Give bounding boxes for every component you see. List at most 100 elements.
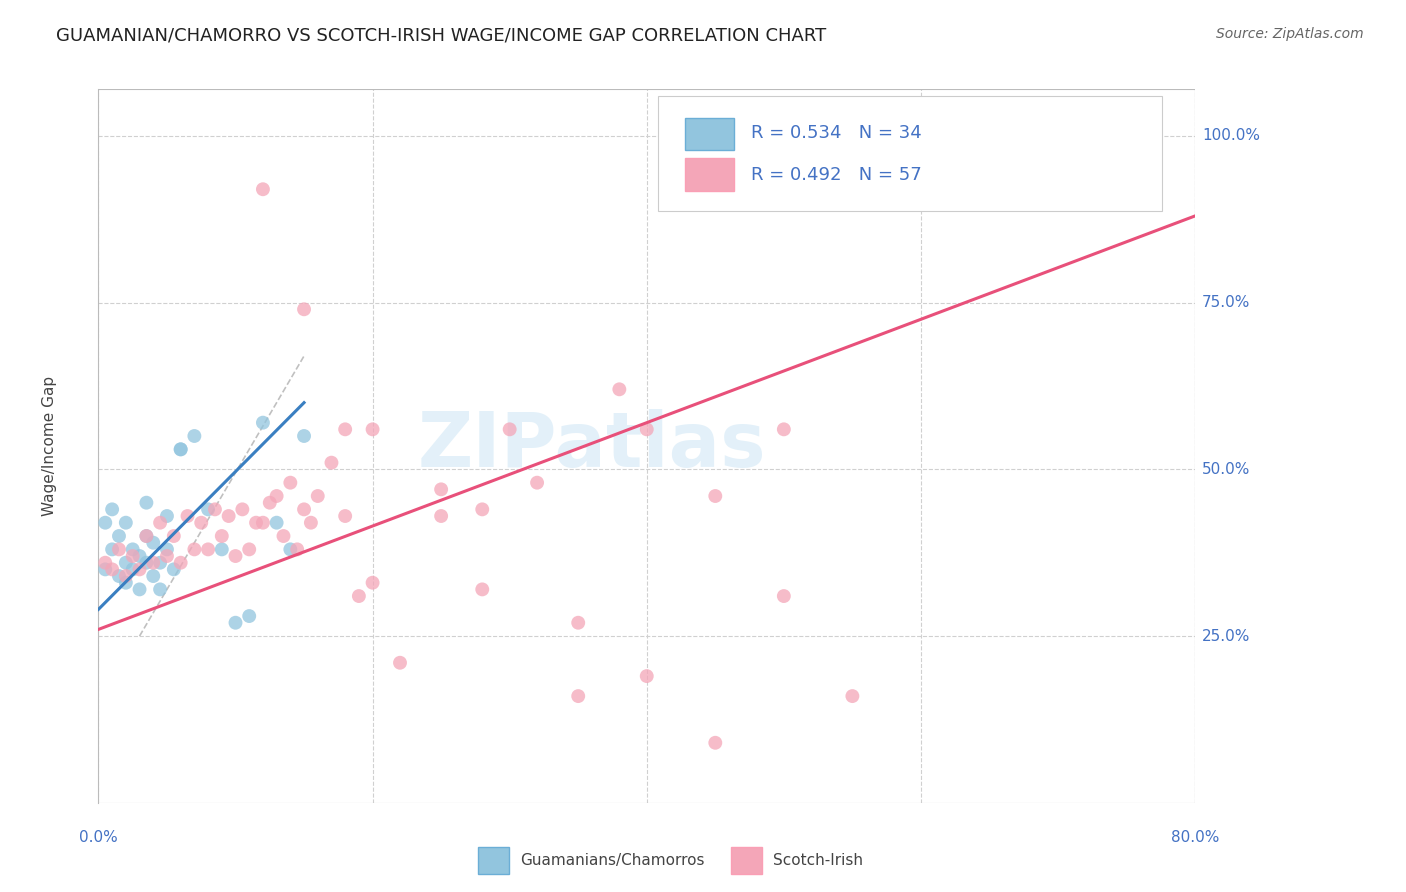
Point bbox=[704, 489, 727, 503]
Point bbox=[101, 502, 124, 516]
Point bbox=[292, 429, 315, 443]
Point bbox=[94, 516, 117, 530]
Point bbox=[156, 509, 179, 524]
Point bbox=[307, 489, 329, 503]
Point bbox=[170, 556, 193, 570]
Text: Source: ZipAtlas.com: Source: ZipAtlas.com bbox=[1216, 27, 1364, 41]
Point bbox=[135, 529, 157, 543]
Point bbox=[252, 516, 274, 530]
Point bbox=[636, 422, 658, 436]
Point bbox=[183, 542, 205, 557]
Point bbox=[108, 529, 131, 543]
Text: ZIPatlas: ZIPatlas bbox=[418, 409, 766, 483]
Point bbox=[773, 589, 796, 603]
Point bbox=[94, 556, 117, 570]
Text: 50.0%: 50.0% bbox=[1202, 462, 1250, 477]
Point bbox=[361, 422, 384, 436]
Text: Guamanians/Chamorros: Guamanians/Chamorros bbox=[520, 854, 704, 868]
Point bbox=[101, 542, 124, 557]
Point bbox=[135, 529, 157, 543]
Point bbox=[280, 542, 302, 557]
Point bbox=[170, 442, 193, 457]
Point bbox=[231, 502, 253, 516]
Point bbox=[142, 569, 165, 583]
Point bbox=[841, 689, 863, 703]
Text: Wage/Income Gap: Wage/Income Gap bbox=[42, 376, 56, 516]
Point bbox=[101, 562, 124, 576]
FancyBboxPatch shape bbox=[685, 118, 734, 150]
Point bbox=[567, 689, 589, 703]
Point bbox=[252, 182, 274, 196]
Point bbox=[609, 382, 631, 396]
Point bbox=[190, 516, 212, 530]
Point bbox=[280, 475, 302, 490]
Point bbox=[321, 456, 343, 470]
Point bbox=[142, 556, 165, 570]
Point bbox=[115, 556, 138, 570]
Point bbox=[430, 509, 453, 524]
Text: R = 0.492   N = 57: R = 0.492 N = 57 bbox=[751, 166, 922, 184]
FancyBboxPatch shape bbox=[685, 159, 734, 191]
Point bbox=[499, 422, 522, 436]
Point bbox=[266, 516, 288, 530]
Point bbox=[636, 669, 658, 683]
Point bbox=[361, 575, 384, 590]
Point bbox=[121, 562, 143, 576]
Point bbox=[225, 615, 247, 630]
Point bbox=[163, 562, 186, 576]
Text: R = 0.534   N = 34: R = 0.534 N = 34 bbox=[751, 125, 922, 143]
Point bbox=[292, 302, 315, 317]
Point bbox=[225, 549, 247, 563]
Point bbox=[163, 529, 186, 543]
Point bbox=[115, 516, 138, 530]
Point bbox=[135, 496, 157, 510]
Point bbox=[128, 549, 150, 563]
Point bbox=[121, 542, 143, 557]
Point bbox=[773, 422, 796, 436]
Point bbox=[347, 589, 370, 603]
Point bbox=[108, 542, 131, 557]
Text: Scotch-Irish: Scotch-Irish bbox=[773, 854, 863, 868]
Point bbox=[121, 549, 143, 563]
Point bbox=[176, 509, 198, 524]
Text: 75.0%: 75.0% bbox=[1202, 295, 1250, 310]
Point bbox=[115, 569, 138, 583]
Point bbox=[259, 496, 281, 510]
FancyBboxPatch shape bbox=[658, 96, 1163, 211]
Point bbox=[471, 502, 494, 516]
Point bbox=[335, 509, 357, 524]
Text: 100.0%: 100.0% bbox=[1202, 128, 1260, 144]
Point bbox=[430, 483, 453, 497]
Point bbox=[197, 542, 219, 557]
Text: GUAMANIAN/CHAMORRO VS SCOTCH-IRISH WAGE/INCOME GAP CORRELATION CHART: GUAMANIAN/CHAMORRO VS SCOTCH-IRISH WAGE/… bbox=[56, 27, 827, 45]
Point bbox=[526, 475, 548, 490]
Point bbox=[285, 542, 308, 557]
Point bbox=[135, 556, 157, 570]
Point bbox=[252, 416, 274, 430]
Text: 0.0%: 0.0% bbox=[79, 830, 118, 845]
Point bbox=[567, 615, 589, 630]
Point bbox=[211, 542, 233, 557]
Point bbox=[204, 502, 226, 516]
Point bbox=[238, 542, 260, 557]
Point bbox=[128, 562, 150, 576]
Point bbox=[94, 562, 117, 576]
Point bbox=[335, 422, 357, 436]
Point bbox=[156, 549, 179, 563]
Point bbox=[266, 489, 288, 503]
Point bbox=[156, 542, 179, 557]
Point bbox=[211, 529, 233, 543]
Point bbox=[142, 535, 165, 549]
Point bbox=[704, 736, 727, 750]
Point bbox=[299, 516, 322, 530]
Point bbox=[149, 516, 172, 530]
Point bbox=[388, 656, 412, 670]
Point bbox=[149, 556, 172, 570]
Point bbox=[197, 502, 219, 516]
Point bbox=[273, 529, 295, 543]
Point bbox=[218, 509, 240, 524]
Point bbox=[471, 582, 494, 597]
Point bbox=[108, 569, 131, 583]
Point bbox=[115, 575, 138, 590]
Text: 25.0%: 25.0% bbox=[1202, 629, 1250, 643]
